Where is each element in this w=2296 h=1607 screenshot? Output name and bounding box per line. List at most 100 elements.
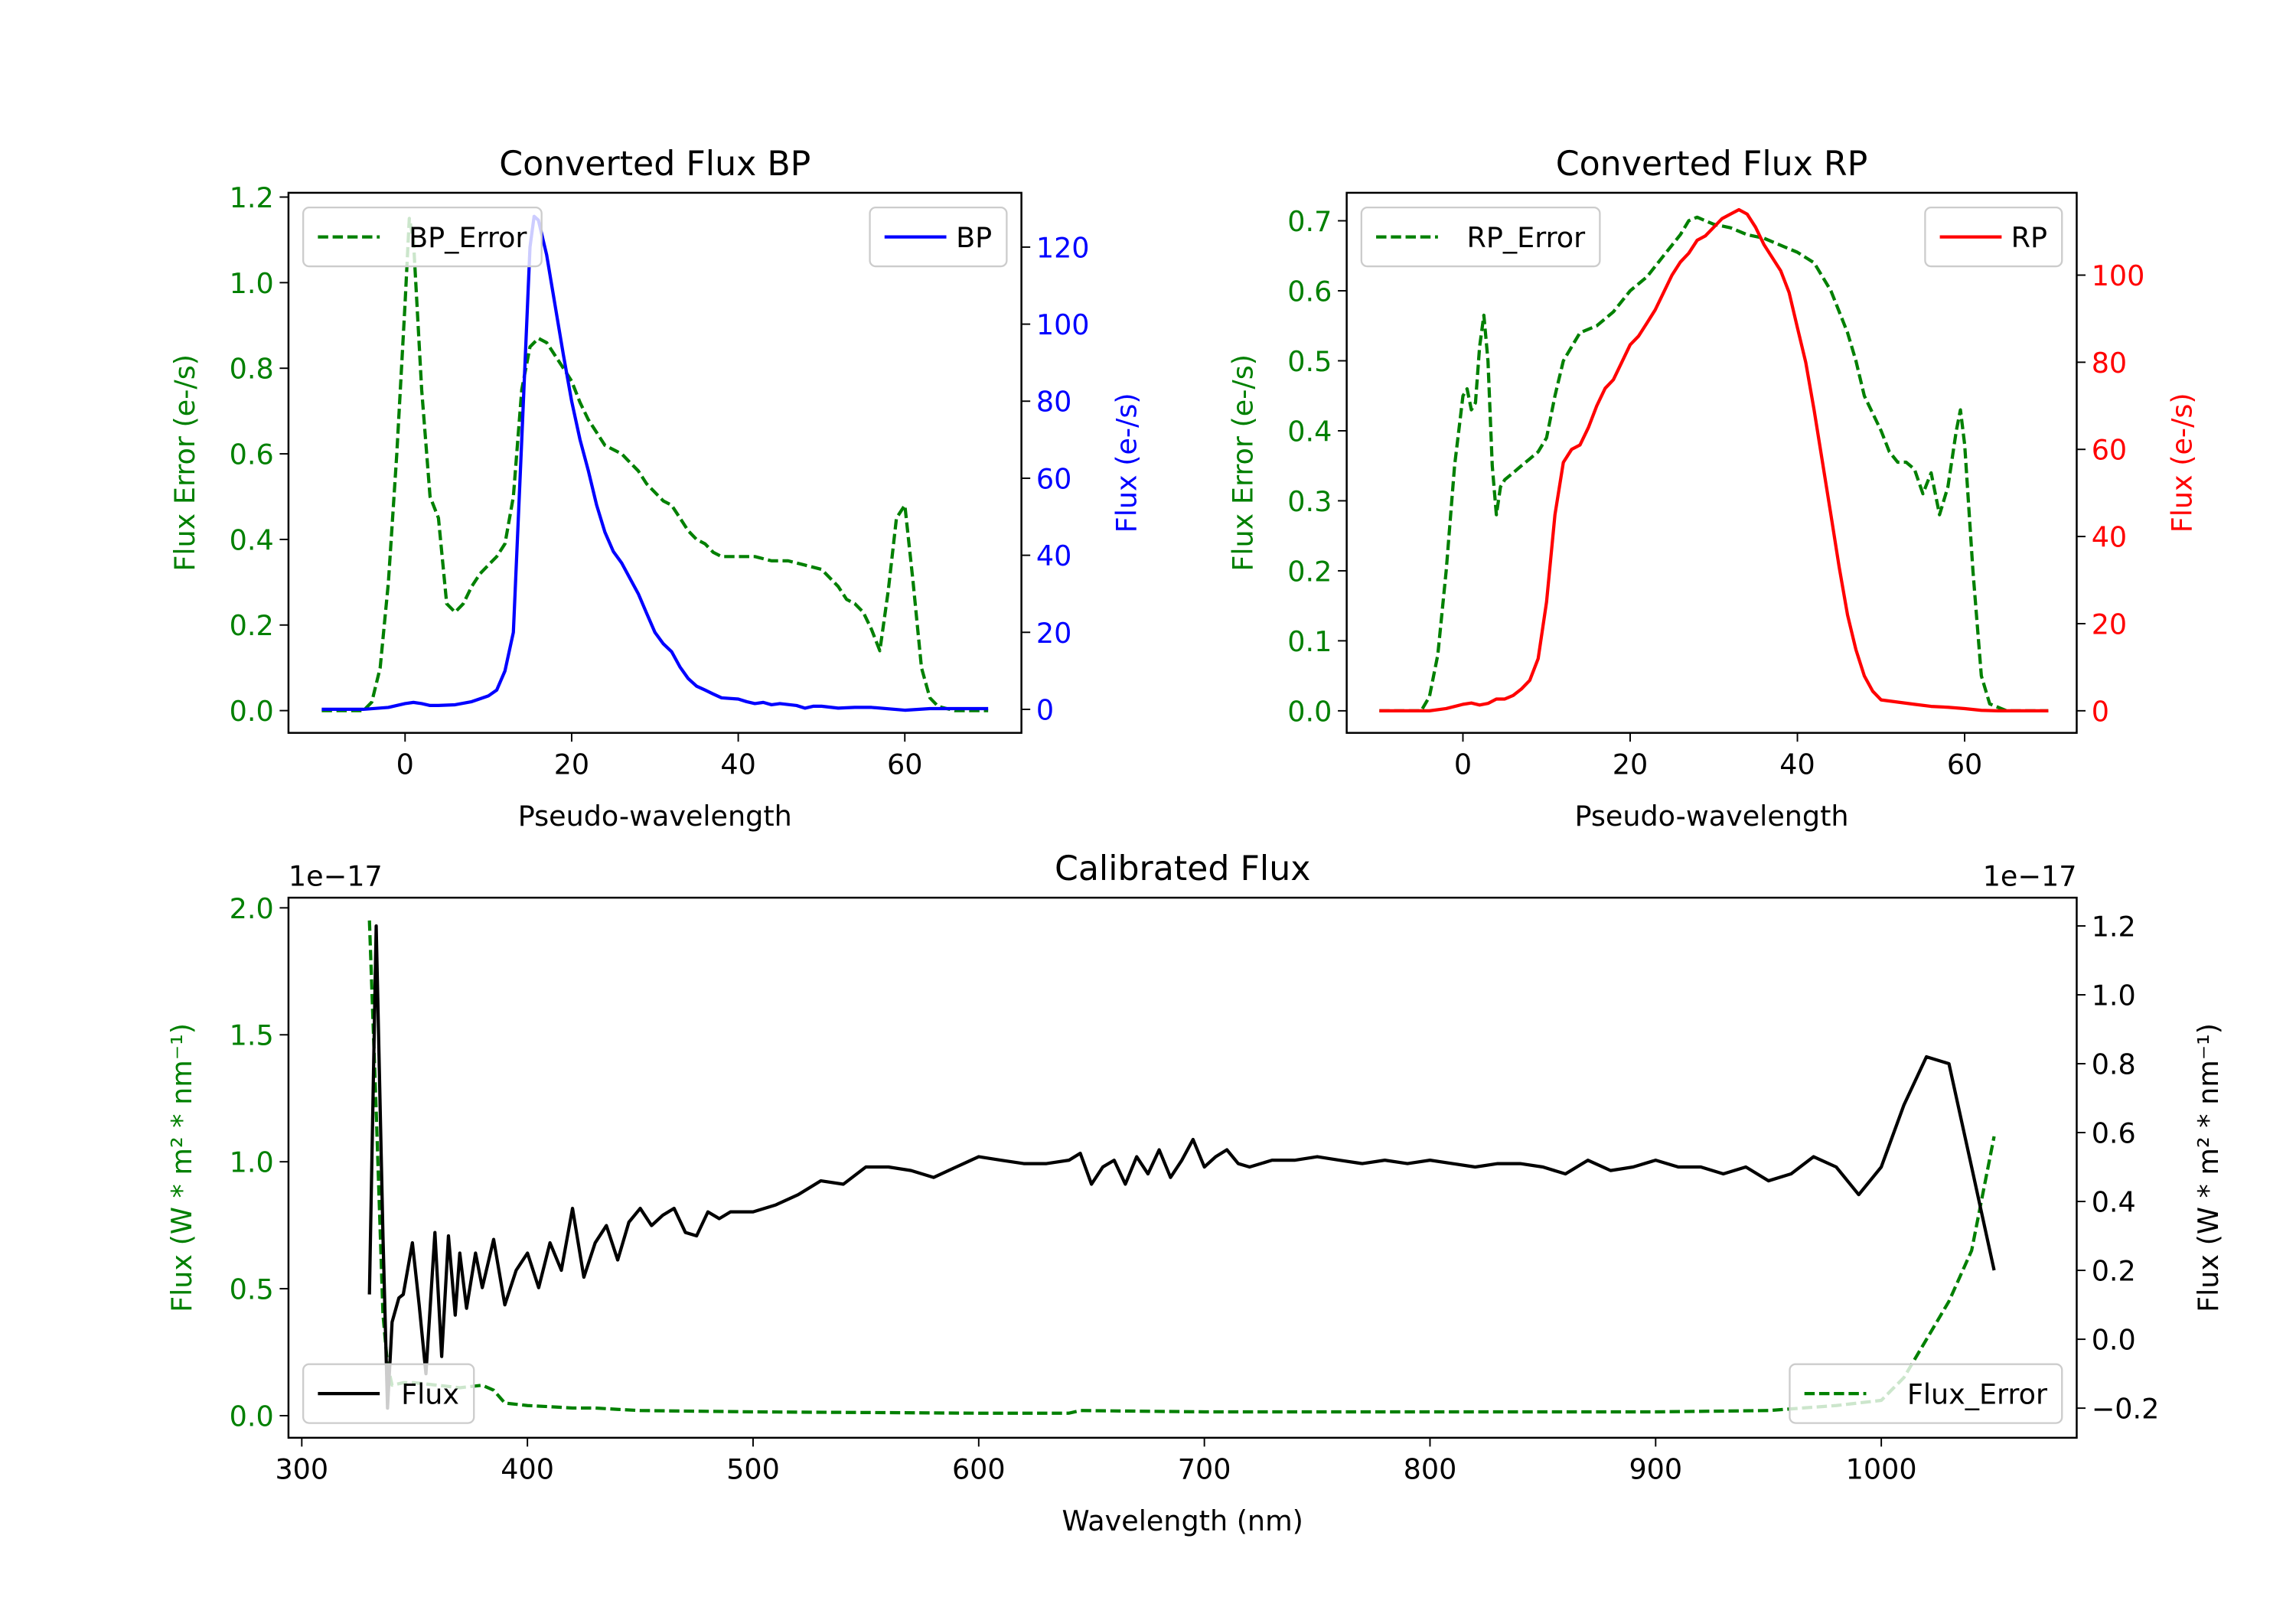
left-y-tick-label: 0.2 bbox=[1287, 555, 1332, 588]
left-y-tick-label: 0.8 bbox=[230, 353, 274, 386]
left-y-tick-label: 0.6 bbox=[230, 438, 274, 471]
legend-box bbox=[302, 1363, 475, 1424]
legend-rp: RP bbox=[1924, 207, 2063, 268]
left-y-tick-label: 0.5 bbox=[230, 1273, 274, 1306]
left-y-tick-label: 0.7 bbox=[1287, 205, 1332, 238]
right-offset-text: 1e−17 bbox=[1983, 860, 2077, 893]
left-y-tick-label: 0.6 bbox=[1287, 275, 1332, 308]
left-y-tick-label: 1.5 bbox=[230, 1019, 274, 1052]
chart-title: Calibrated Flux bbox=[1055, 849, 1310, 888]
left-offset-text: 1e−17 bbox=[289, 860, 383, 893]
right-y-tick-label: 0.6 bbox=[2092, 1117, 2136, 1150]
right-y-tick-label: 60 bbox=[2092, 434, 2127, 467]
right-y-axis-label: Flux (e-/s) bbox=[2165, 393, 2198, 533]
right-y-tick-label: 100 bbox=[1036, 308, 1090, 341]
left-y-tick-label: 1.0 bbox=[230, 1146, 274, 1179]
legend-bp: BP bbox=[869, 207, 1008, 268]
right-y-tick-label: −0.2 bbox=[2092, 1393, 2160, 1426]
x-tick-label: 400 bbox=[501, 1453, 554, 1486]
x-axis-label: Pseudo-wavelength bbox=[518, 800, 792, 833]
right-y-tick-label: 0 bbox=[1036, 693, 1054, 726]
x-axis-label: Pseudo-wavelength bbox=[1574, 800, 1848, 833]
left-y-tick-label: 0.0 bbox=[230, 695, 274, 728]
left-y-tick-label: 0.0 bbox=[1287, 695, 1332, 728]
right-y-axis-label: Flux (W * m² * nm⁻¹) bbox=[2192, 1023, 2225, 1312]
right-y-tick-label: 40 bbox=[2092, 521, 2127, 554]
x-tick-label: 800 bbox=[1404, 1453, 1457, 1486]
legend-label: BP bbox=[956, 221, 992, 254]
right-y-tick-label: 1.2 bbox=[2092, 910, 2136, 943]
x-tick-label: 900 bbox=[1629, 1453, 1682, 1486]
left-y-tick-label: 0.1 bbox=[1287, 625, 1332, 658]
panel-converted-flux-rp: 0 20 40 60 0.0 0.1 0.2 0.3 0.4 0.5 0.6 0.7 0 20 40 60 80… bbox=[1227, 145, 2199, 833]
legend-label: Flux bbox=[401, 1378, 459, 1411]
legend-label: Flux_Error bbox=[1907, 1378, 2048, 1411]
legend-box bbox=[1360, 207, 1601, 268]
x-axis-label: Wavelength (nm) bbox=[1062, 1504, 1303, 1537]
right-y-tick-label: 1.0 bbox=[2092, 979, 2136, 1012]
series-line-rp bbox=[1379, 207, 2049, 712]
right-y-tick-label: 80 bbox=[1036, 386, 1071, 419]
left-y-tick-label: 1.2 bbox=[230, 181, 274, 214]
right-y-tick-label: 0.4 bbox=[2092, 1186, 2136, 1219]
x-tick-label: 20 bbox=[1613, 748, 1648, 781]
left-y-tick-label: 0.3 bbox=[1287, 485, 1332, 518]
legend-box bbox=[302, 207, 543, 268]
series-line-rp_error bbox=[1379, 215, 2049, 712]
legend-label: RP_Error bbox=[1466, 221, 1586, 254]
right-y-axis-label: Flux (e-/s) bbox=[1110, 393, 1143, 533]
right-y-tick-label: 80 bbox=[2092, 347, 2127, 380]
series-line-bp_error bbox=[321, 217, 989, 712]
left-y-tick-label: 1.0 bbox=[230, 267, 274, 300]
x-tick-label: 300 bbox=[275, 1453, 328, 1486]
x-tick-label: 0 bbox=[1454, 748, 1472, 781]
axes-frame bbox=[287, 896, 2078, 1439]
x-tick-label: 0 bbox=[396, 748, 414, 781]
left-y-axis-label: Flux (W * m² * nm⁻¹) bbox=[165, 1023, 198, 1312]
legend-label: RP bbox=[2011, 221, 2047, 254]
axes-frame bbox=[287, 191, 1022, 734]
chart-title: Converted Flux RP bbox=[1556, 145, 1868, 184]
left-y-axis-label: Flux Error (e-/s) bbox=[1227, 354, 1260, 572]
chart-title: Converted Flux BP bbox=[499, 145, 810, 184]
legend-bp_error: BP_Error bbox=[302, 207, 543, 268]
x-tick-label: 20 bbox=[554, 748, 589, 781]
left-y-tick-label: 0.0 bbox=[230, 1400, 274, 1433]
right-y-tick-label: 0.8 bbox=[2092, 1048, 2136, 1081]
left-y-tick-label: 2.0 bbox=[230, 892, 274, 925]
panel-calibrated-flux: 300 400 500 600 700 800 900 1000 0.0 0.5 1.0 1.5 2.0… bbox=[165, 849, 2225, 1537]
right-y-tick-label: 0 bbox=[2092, 695, 2109, 728]
x-tick-label: 500 bbox=[726, 1453, 780, 1486]
right-y-tick-label: 40 bbox=[1036, 539, 1071, 572]
x-tick-label: 60 bbox=[1947, 748, 1982, 781]
x-tick-label: 60 bbox=[887, 748, 922, 781]
left-y-tick-label: 0.4 bbox=[230, 523, 274, 556]
x-tick-label: 1000 bbox=[1846, 1453, 1917, 1486]
right-y-tick-label: 120 bbox=[1036, 231, 1090, 264]
axes-frame bbox=[1345, 191, 2078, 734]
legend-flux: Flux bbox=[302, 1363, 475, 1424]
right-y-tick-label: 100 bbox=[2092, 259, 2145, 292]
series-line-flux bbox=[367, 924, 1996, 1410]
right-y-tick-label: 0.2 bbox=[2092, 1255, 2136, 1288]
legend-flux_error: Flux_Error bbox=[1789, 1363, 2063, 1424]
panel-converted-flux-bp: 0 20 40 60 0.0 0.2 0.4 0.6 0.8 1.0 1.2 0 20 40 60 80 100… bbox=[168, 145, 1143, 833]
x-tick-label: 40 bbox=[720, 748, 755, 781]
legend-rp_error: RP_Error bbox=[1360, 207, 1601, 268]
legend-box bbox=[1789, 1363, 2063, 1424]
x-tick-label: 600 bbox=[952, 1453, 1006, 1486]
right-y-tick-label: 60 bbox=[1036, 462, 1071, 495]
right-y-tick-label: 20 bbox=[1036, 617, 1071, 650]
right-y-tick-label: 20 bbox=[2092, 608, 2127, 641]
left-y-axis-label: Flux Error (e-/s) bbox=[168, 354, 201, 572]
left-y-tick-label: 0.5 bbox=[1287, 345, 1332, 378]
x-tick-label: 700 bbox=[1178, 1453, 1231, 1486]
series-line-bp bbox=[321, 214, 989, 712]
legend-label: BP_Error bbox=[409, 221, 527, 254]
right-y-tick-label: 0.0 bbox=[2092, 1324, 2136, 1357]
left-y-tick-label: 0.4 bbox=[1287, 415, 1332, 448]
x-tick-label: 40 bbox=[1779, 748, 1815, 781]
left-y-tick-label: 0.2 bbox=[230, 609, 274, 642]
